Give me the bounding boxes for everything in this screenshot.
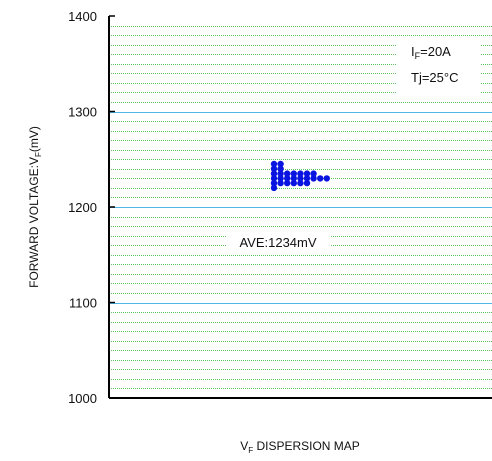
average-annotation: AVE:1234mV (226, 233, 330, 251)
data-point (277, 170, 284, 177)
y-tick-label: 1400 (68, 9, 97, 24)
data-point (297, 175, 304, 182)
data-point (303, 175, 311, 182)
data-point (297, 179, 304, 187)
data-point (297, 170, 304, 177)
data-point (284, 170, 291, 177)
y-tick-label: 1000 (68, 391, 97, 406)
data-point (303, 170, 311, 177)
data-point (284, 175, 291, 182)
data-point (290, 175, 297, 182)
data-point (270, 170, 278, 177)
data-point (270, 179, 278, 187)
data-point (277, 175, 284, 182)
average-label-background (226, 233, 330, 251)
grid-lines (109, 26, 492, 389)
data-point (323, 175, 330, 182)
y-tick-label: 1200 (68, 200, 97, 215)
x-axis-label: VF DISPERSION MAP (240, 439, 360, 455)
y-tick-label: 1100 (69, 296, 97, 311)
conditions-box: IF=20A Tj=25°C (396, 38, 480, 94)
y-axis-label: FORWARD VOLTAGE:VF(mV) (27, 126, 43, 288)
data-point (277, 179, 284, 187)
data-point (277, 160, 284, 168)
data-points (270, 160, 330, 192)
average-label: AVE:1234mV (239, 235, 316, 250)
data-point (270, 184, 278, 192)
data-point (290, 179, 297, 187)
data-point (270, 165, 278, 172)
data-point (270, 160, 278, 168)
data-point (277, 165, 284, 172)
data-point (284, 179, 291, 187)
y-tick-label: 1300 (68, 105, 97, 120)
conditions-background (396, 38, 480, 94)
condition-temperature: Tj=25°C (411, 70, 458, 85)
data-point (303, 179, 311, 187)
data-point (317, 175, 324, 182)
data-point (290, 170, 297, 177)
data-point (310, 175, 317, 182)
y-tick-labels: 1400 1300 1200 1100 1000 (68, 9, 115, 406)
data-point (310, 170, 317, 177)
condition-current: IF=20A (411, 44, 451, 61)
data-point (270, 175, 278, 182)
